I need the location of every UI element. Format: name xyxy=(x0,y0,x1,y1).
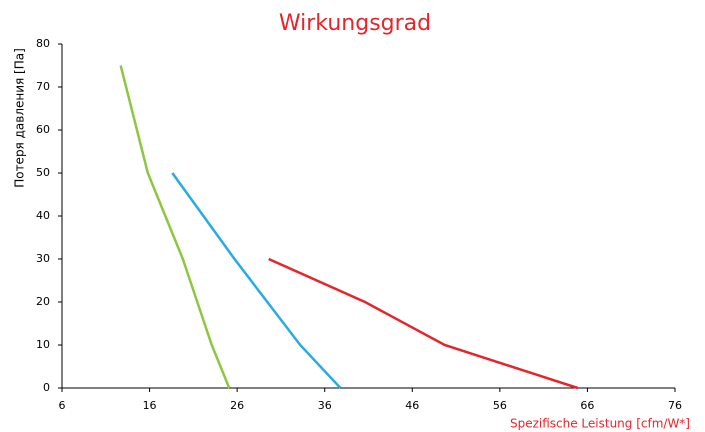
x-tick-label: 16 xyxy=(143,399,157,412)
y-tick-label: 0 xyxy=(43,381,50,394)
y-tick-label: 40 xyxy=(36,209,50,222)
x-tick-label: 46 xyxy=(405,399,419,412)
y-tick-label: 20 xyxy=(36,295,50,308)
line-series xyxy=(119,65,231,389)
chart-title: Wirkungsgrad xyxy=(279,11,431,36)
y-tick-label: 70 xyxy=(36,80,50,93)
y-tick-label: 50 xyxy=(36,166,50,179)
x-tick-label: 6 xyxy=(59,399,66,412)
line-series xyxy=(171,172,342,389)
x-tick-label: 76 xyxy=(668,399,682,412)
y-tick-label: 60 xyxy=(36,123,50,136)
x-axis-label: Spezifische Leistung [cfm/W*] xyxy=(510,417,690,431)
y-tick-label: 10 xyxy=(36,338,50,351)
y-tick-label: 80 xyxy=(36,37,50,50)
y-tick-label: 30 xyxy=(36,252,50,265)
x-tick-label: 56 xyxy=(493,399,507,412)
x-tick-label: 36 xyxy=(318,399,332,412)
y-axis-label: Потеря давления [Па] xyxy=(13,48,27,188)
x-tick-label: 26 xyxy=(230,399,244,412)
x-tick-label: 66 xyxy=(580,399,594,412)
line-series xyxy=(268,257,579,390)
